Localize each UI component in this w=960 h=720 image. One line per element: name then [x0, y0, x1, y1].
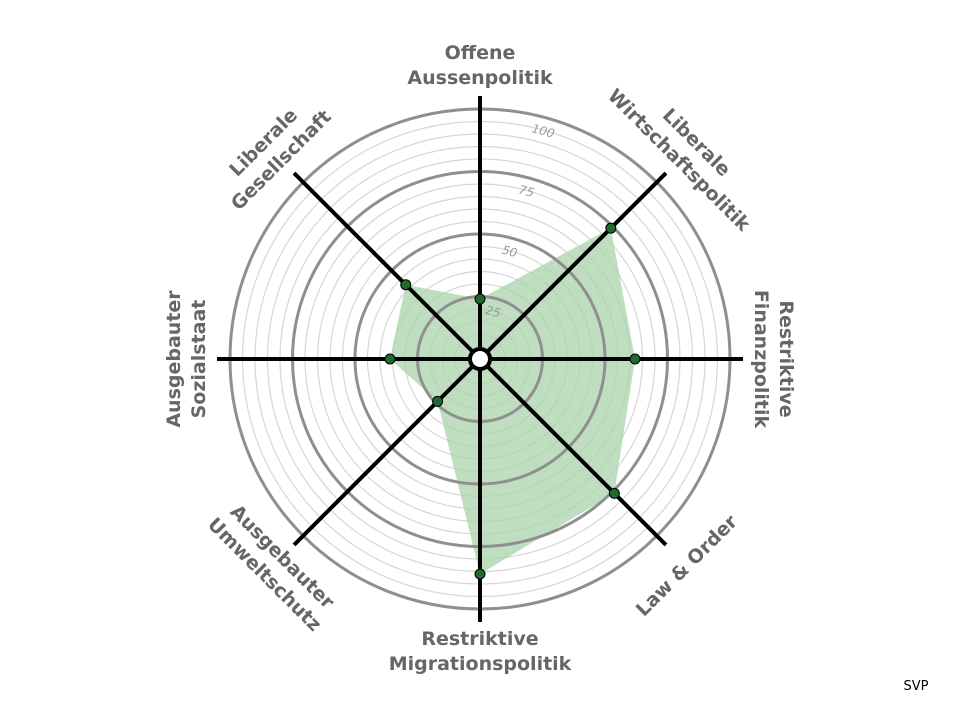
category-label-line: Restriktive — [775, 300, 797, 417]
axis-line — [292, 357, 482, 547]
data-point — [629, 353, 641, 365]
category-label: Ausgebauter Sozialstaat — [163, 290, 210, 428]
category-label: Restriktive Migrationspolitik — [389, 628, 572, 675]
r-tick-label: 50 — [501, 243, 520, 261]
category-label-line: Restriktive — [421, 628, 538, 650]
data-point — [474, 568, 486, 580]
category-label: Offene Aussenpolitik — [407, 42, 553, 89]
r-tick-label: 75 — [517, 183, 535, 200]
category-label-line: Migrationspolitik — [389, 653, 572, 675]
axis-line — [478, 171, 668, 361]
category-label-line: Ausgebauter — [163, 290, 185, 428]
data-point — [384, 353, 396, 365]
category-label-line: Offene — [445, 42, 516, 64]
data-point — [605, 222, 617, 234]
source: SVP — [904, 679, 929, 694]
data-point — [608, 487, 620, 499]
data-point — [432, 395, 444, 407]
center — [468, 347, 492, 371]
category-label-line: Aussenpolitik — [407, 67, 553, 89]
r-tick-label: 100 — [530, 121, 556, 141]
data-point — [474, 293, 486, 305]
axis-line — [478, 357, 668, 547]
data-area — [390, 228, 635, 574]
axis-line — [292, 171, 482, 361]
category-label-line: Finanzpolitik — [750, 290, 772, 429]
r-tick-label: 25 — [484, 303, 502, 320]
data-point — [400, 279, 412, 291]
category-label-line: Sozialstaat — [188, 300, 210, 419]
